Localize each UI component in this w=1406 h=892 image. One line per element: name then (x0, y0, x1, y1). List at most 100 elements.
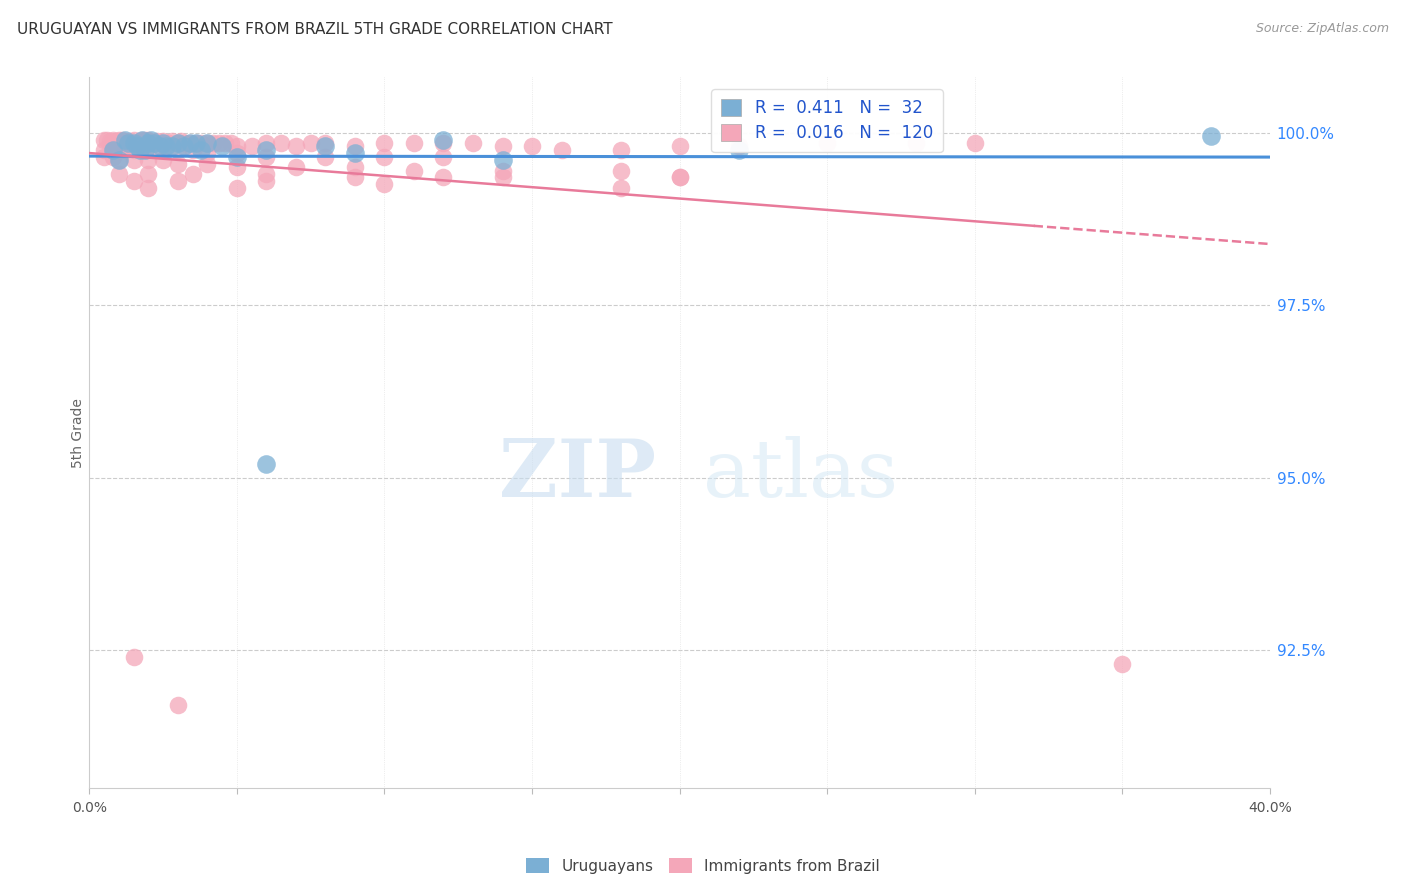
Point (225, 150, 247, 164)
Point (373, 178, 395, 192)
Point (1111, 657, 1133, 671)
Point (167, 156, 190, 170)
Point (111, 132, 134, 146)
Point (157, 136, 180, 150)
Point (134, 143, 156, 157)
Point (254, 167, 277, 181)
Legend: Uruguayans, Immigrants from Brazil: Uruguayans, Immigrants from Brazil (520, 852, 886, 880)
Point (314, 139, 336, 153)
Point (181, 167, 204, 181)
Point (96, 132, 118, 146)
Point (461, 136, 484, 150)
Point (254, 143, 277, 157)
Point (190, 143, 212, 157)
Y-axis label: 5th Grade: 5th Grade (72, 398, 86, 467)
Text: Source: ZipAtlas.com: Source: ZipAtlas.com (1256, 22, 1389, 36)
Point (138, 181, 160, 195)
Point (138, 153, 160, 168)
Point (138, 167, 160, 181)
Point (197, 146, 219, 161)
Point (141, 136, 163, 150)
Point (138, 136, 160, 150)
Point (609, 143, 631, 157)
Point (101, 132, 124, 146)
Point (373, 136, 395, 150)
Point (122, 153, 145, 168)
Point (181, 143, 204, 157)
Point (668, 170, 690, 185)
Point (197, 156, 219, 170)
Point (134, 132, 156, 146)
Point (152, 153, 174, 168)
Point (668, 139, 690, 153)
Point (314, 136, 336, 150)
Point (219, 136, 242, 150)
Point (167, 136, 190, 150)
Point (373, 150, 395, 164)
Point (314, 150, 336, 164)
Point (131, 143, 153, 157)
Point (170, 134, 193, 148)
Point (149, 139, 172, 153)
Point (167, 136, 190, 150)
Point (225, 181, 247, 195)
Point (254, 457, 277, 471)
Point (149, 136, 172, 150)
Point (815, 136, 838, 150)
Point (727, 143, 749, 157)
Point (225, 146, 247, 161)
Point (122, 174, 145, 188)
Point (402, 163, 425, 178)
Point (727, 139, 749, 153)
Legend: R =  0.411   N =  32, R =  0.016   N =  120: R = 0.411 N = 32, R = 0.016 N = 120 (711, 89, 943, 153)
Point (108, 132, 131, 146)
Point (179, 136, 201, 150)
Text: atlas: atlas (703, 436, 898, 515)
Point (152, 136, 174, 150)
Point (138, 132, 160, 146)
Point (214, 136, 236, 150)
Point (108, 143, 131, 157)
Point (343, 146, 366, 161)
Point (93, 143, 115, 157)
Point (343, 170, 366, 185)
Point (131, 132, 153, 146)
Point (179, 136, 201, 150)
Point (184, 136, 207, 150)
Point (93, 150, 115, 164)
Point (225, 139, 247, 153)
Point (160, 134, 183, 148)
Point (190, 136, 212, 150)
Point (167, 143, 190, 157)
Point (155, 136, 177, 150)
Point (270, 136, 292, 150)
Point (197, 136, 219, 150)
Point (93, 132, 115, 146)
Point (167, 174, 190, 188)
Point (173, 139, 195, 153)
Point (520, 139, 543, 153)
Point (114, 132, 136, 146)
Point (108, 153, 131, 168)
Point (432, 136, 454, 150)
Point (197, 136, 219, 150)
Point (284, 139, 307, 153)
Point (609, 181, 631, 195)
Point (101, 143, 124, 157)
Point (284, 160, 307, 174)
Point (155, 139, 177, 153)
Point (1199, 129, 1222, 144)
Point (343, 160, 366, 174)
Point (491, 163, 513, 178)
Point (240, 139, 263, 153)
Point (117, 134, 139, 148)
Text: URUGUAYAN VS IMMIGRANTS FROM BRAZIL 5TH GRADE CORRELATION CHART: URUGUAYAN VS IMMIGRANTS FROM BRAZIL 5TH … (17, 22, 613, 37)
Point (343, 139, 366, 153)
Point (299, 136, 322, 150)
Point (117, 136, 139, 150)
Point (125, 136, 148, 150)
Point (122, 136, 145, 150)
Point (160, 139, 183, 153)
Point (432, 150, 454, 164)
Point (211, 139, 233, 153)
